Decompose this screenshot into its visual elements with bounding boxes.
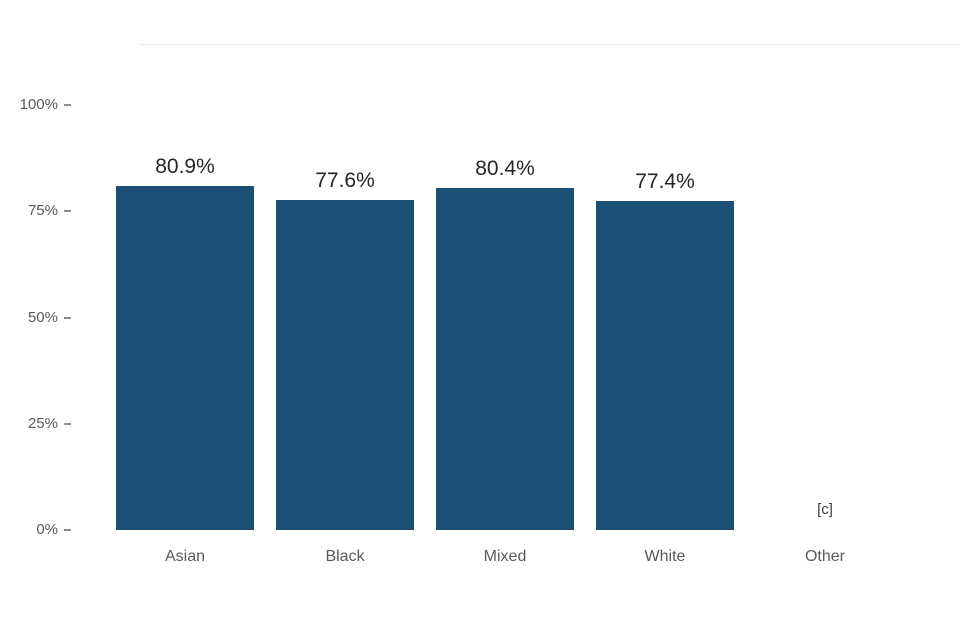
bar-asian <box>116 186 254 530</box>
category-column-white: 77.4% White <box>585 0 745 640</box>
category-column-black: 77.6% Black <box>265 0 425 640</box>
bar-black <box>276 200 414 530</box>
category-label-white: White <box>644 548 686 565</box>
y-tick-label: 100% <box>19 96 58 113</box>
y-tick-mark <box>64 104 71 106</box>
category-column-other: [c] Other <box>745 0 905 640</box>
y-tick-mark <box>64 529 71 531</box>
y-tick-mark <box>64 316 71 319</box>
y-tick-mark <box>64 422 71 425</box>
top-divider <box>140 44 960 45</box>
suppressed-value-label: [c] <box>817 501 833 518</box>
bar-mixed <box>436 188 574 530</box>
category-column-mixed: 80.4% Mixed <box>425 0 585 640</box>
category-label-asian: Asian <box>164 548 206 565</box>
y-tick-label: 0% <box>36 521 58 538</box>
bar-white <box>596 201 734 530</box>
value-label-mixed: 80.4% <box>475 157 535 181</box>
value-label-black: 77.6% <box>315 169 375 193</box>
category-column-asian: 80.9% Asian <box>105 0 265 640</box>
y-tick-mark <box>64 210 71 213</box>
value-label-white: 77.4% <box>635 170 695 194</box>
value-label-asian: 80.9% <box>155 155 215 179</box>
y-tick-label: 50% <box>27 308 58 326</box>
y-tick-label: 75% <box>27 202 58 220</box>
category-label-black: Black <box>325 548 365 565</box>
category-label-mixed: Mixed <box>483 548 527 565</box>
y-tick-label: 25% <box>27 414 58 432</box>
category-label-other: Other <box>804 548 845 565</box>
